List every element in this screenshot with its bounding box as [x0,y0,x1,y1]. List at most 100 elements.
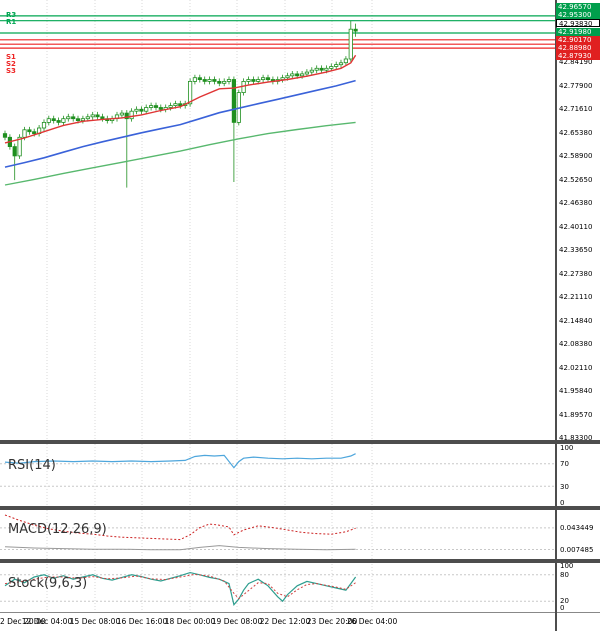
price-axis-label: 42.77900 [559,81,593,90]
candle [144,107,149,112]
candle [348,28,353,60]
candle [353,28,358,32]
stoch-axis-label: 100 [560,562,574,570]
candle [343,58,349,64]
rsi-axis-label: 0 [560,499,565,507]
candle [246,79,251,82]
candle [304,71,310,75]
candle [124,112,129,120]
candle [319,67,324,71]
candle [324,67,329,71]
time-label: 16 Dec 16:00 [116,617,168,626]
candle [95,114,100,118]
candle [32,131,37,134]
candle [295,73,300,77]
candle [119,112,124,116]
panel-separator-1[interactable] [0,440,600,444]
price-axis-label: 42.65380 [559,128,593,137]
candle [187,81,193,105]
stoch-axis-label: 80 [560,571,569,579]
candle [61,118,66,123]
candle [212,79,217,82]
macd-axis-label: 0.007485 [560,546,594,554]
candle [134,108,139,112]
stoch-axis-label: 0 [560,604,565,612]
macd-axis-label: 0.043449 [560,524,594,532]
candle [22,129,27,138]
pivot-label-r1: R1 [6,18,17,26]
time-label: 15 Dec 08:00 [69,617,121,626]
candle [27,129,32,133]
candle [309,69,314,73]
candle [197,77,202,80]
candle [148,105,154,108]
candle [192,77,197,82]
price-tag: 42.93830 [556,19,600,28]
candle [153,105,159,108]
price-tag: 42.88980 [556,44,600,52]
pivot-label-s1: S1 [6,53,16,61]
price-axis-label: 42.40110 [559,222,593,231]
candle [314,67,319,71]
candle [139,108,144,112]
candle [41,122,47,129]
price-tag: 42.91980 [556,28,600,36]
price-tag: 42.90170 [556,36,600,44]
candle [260,77,266,80]
candle [178,103,183,106]
candle [329,66,334,69]
candle [17,136,22,157]
candle [226,79,232,82]
rsi-axis-label: 70 [560,460,569,468]
macd-line [4,514,356,541]
candle [265,77,271,80]
candle [46,118,51,123]
pivot-label-s2: S2 [6,60,16,68]
candle [85,116,90,120]
ma-mid-blue-line [4,79,356,168]
candle [80,118,85,121]
pivot-label-r3: R3 [6,11,17,19]
macd-signal-line [4,545,356,551]
candle [338,62,344,66]
price-axis-label: 42.71610 [559,105,593,113]
time-label: 23 Dec 20:00 [306,617,358,626]
time-label: 26 Dec 04:00 [346,617,398,626]
candle [66,116,71,120]
price-axis-label: 42.21110 [559,293,593,301]
macd-panel-label: MACD(12,26,9) [8,522,107,537]
time-axis-line [0,612,600,613]
price-axis-label: 41.83300 [559,434,593,442]
candle [231,79,236,123]
candle [299,73,305,77]
price-axis-label: 42.08380 [559,340,593,348]
stoch-panel-label: Stock(9,6,3) [8,576,88,591]
panel-separator-3[interactable] [0,559,600,563]
price-axis-label: 41.95840 [559,387,593,395]
time-label: 22 Dec 12:00 [259,617,311,626]
rsi-axis-label: 30 [560,483,569,491]
candle [100,116,105,120]
candle [251,79,256,82]
candle [285,75,290,79]
candle [290,73,295,77]
price-tag: 42.87930 [556,52,600,60]
panel-separator-2[interactable] [0,506,600,510]
price-axis-label: 42.33650 [559,246,593,254]
candle [222,81,227,84]
rsi-line [4,453,356,469]
price-axis-divider [555,0,557,631]
rsi-axis-label: 100 [560,444,574,452]
candle [173,103,178,106]
price-axis-label: 42.02110 [559,363,593,372]
candle [2,133,8,138]
price-axis-label: 42.46380 [559,199,593,207]
candle [51,118,56,121]
ma-slow-green-line [4,121,356,186]
candle [129,110,134,120]
price-axis-label: 42.52650 [559,175,593,184]
candle [334,64,339,67]
price-axis-label: 42.14840 [559,316,593,325]
